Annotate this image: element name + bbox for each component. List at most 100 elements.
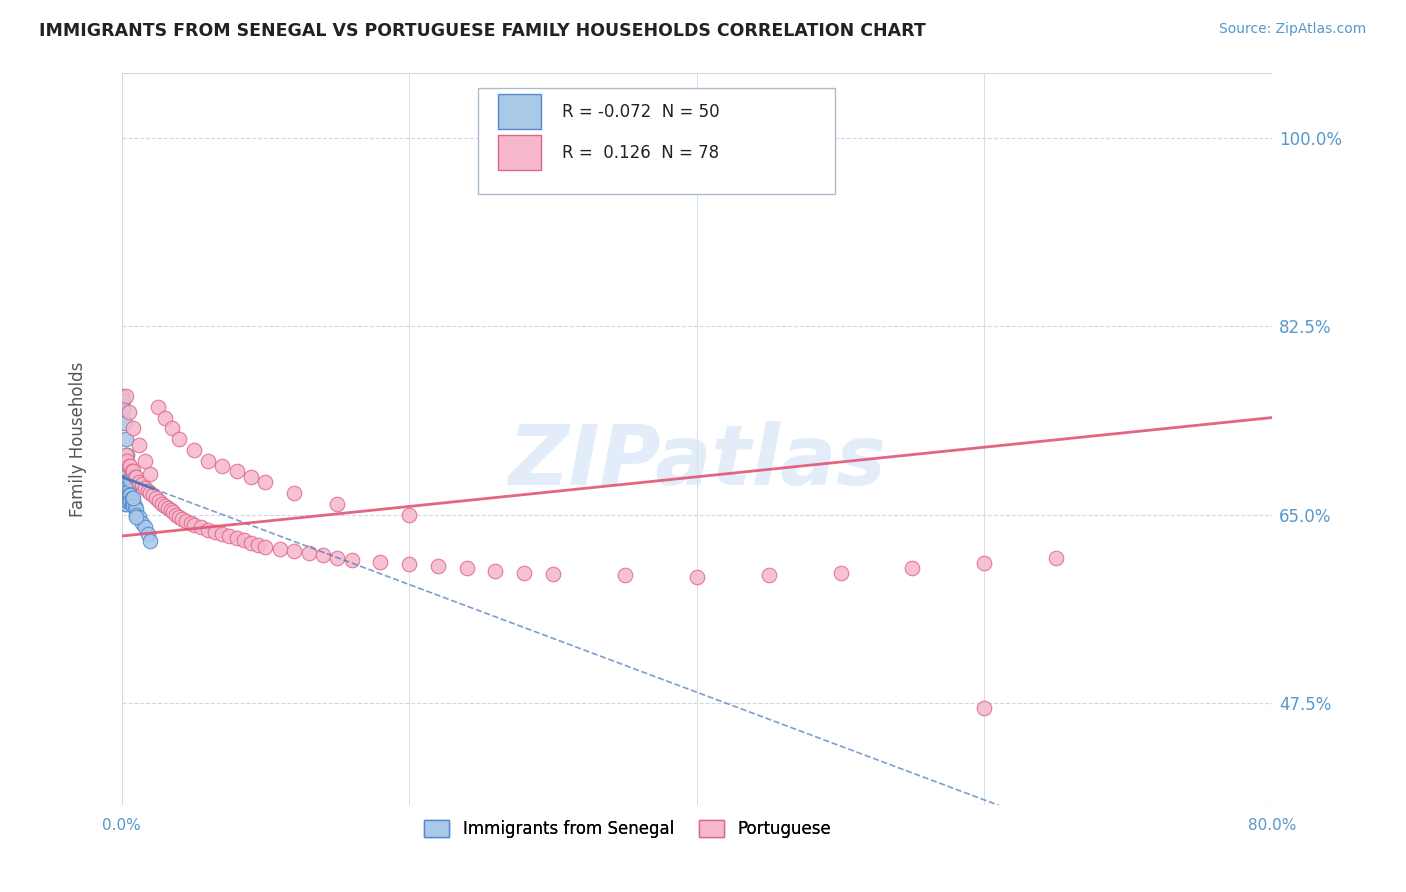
Point (139, 486, 162, 500)
Point (115, 497, 138, 511)
Point (114, 470, 136, 484)
Point (150, 497, 173, 511)
Point (176, 514, 198, 528)
Text: 0.0%: 0.0% (103, 818, 141, 833)
Point (121, 491, 143, 506)
Point (121, 465, 143, 479)
FancyBboxPatch shape (498, 95, 541, 129)
Point (114, 481, 136, 495)
Point (146, 400, 169, 414)
Point (134, 453, 156, 467)
Point (131, 477, 153, 491)
Point (426, 559, 449, 574)
Point (125, 509, 148, 524)
Point (312, 549, 335, 563)
Point (973, 701, 995, 715)
Point (456, 561, 478, 575)
Text: Family Households: Family Households (69, 361, 87, 516)
Point (136, 483, 159, 498)
Point (167, 509, 190, 524)
Text: 80.0%: 80.0% (1247, 818, 1296, 833)
Point (240, 535, 263, 549)
Point (370, 555, 392, 569)
Point (112, 394, 135, 409)
Point (398, 557, 420, 571)
Legend: Immigrants from Senegal, Portuguese: Immigrants from Senegal, Portuguese (418, 813, 838, 845)
Point (125, 508, 148, 522)
Point (115, 432, 138, 446)
Point (139, 467, 162, 481)
Point (121, 497, 143, 511)
Point (1045, 550, 1067, 565)
Point (125, 470, 148, 484)
Point (197, 523, 219, 537)
Point (112, 475, 135, 490)
Point (686, 570, 709, 584)
Text: Source: ZipAtlas.com: Source: ZipAtlas.com (1219, 22, 1367, 37)
Point (139, 534, 162, 549)
Point (125, 502, 148, 516)
Point (541, 566, 564, 581)
Point (170, 512, 193, 526)
Point (112, 470, 135, 484)
Point (117, 483, 139, 498)
Point (117, 448, 139, 462)
Text: R =  0.126  N = 78: R = 0.126 N = 78 (562, 144, 720, 161)
Point (112, 465, 135, 479)
Point (513, 566, 536, 580)
Point (247, 538, 270, 552)
Point (225, 531, 247, 545)
Point (122, 494, 145, 508)
Point (613, 567, 636, 582)
Point (901, 561, 924, 575)
Point (160, 421, 183, 435)
FancyBboxPatch shape (478, 87, 835, 194)
Point (114, 491, 136, 506)
Point (973, 556, 995, 570)
Point (269, 541, 291, 556)
Point (120, 488, 142, 502)
Point (118, 458, 141, 473)
Point (115, 486, 138, 500)
Point (131, 516, 153, 530)
Point (165, 508, 187, 522)
Point (204, 524, 226, 539)
Point (114, 497, 136, 511)
Point (117, 488, 139, 502)
Point (120, 473, 142, 487)
Point (398, 508, 420, 522)
Point (211, 527, 233, 541)
Point (326, 550, 349, 565)
Point (114, 453, 136, 467)
Point (114, 486, 136, 500)
Point (112, 481, 135, 495)
Point (112, 401, 135, 416)
Point (120, 458, 142, 473)
Point (830, 566, 852, 580)
Text: R = -0.072  N = 50: R = -0.072 N = 50 (562, 103, 720, 120)
Point (183, 442, 205, 457)
Point (124, 470, 146, 484)
Point (758, 567, 780, 582)
Point (180, 516, 202, 530)
Point (118, 405, 141, 419)
Point (240, 470, 263, 484)
Point (167, 432, 190, 446)
Point (118, 458, 141, 473)
Point (115, 481, 138, 495)
Text: IMMIGRANTS FROM SENEGAL VS PORTUGUESE FAMILY HOUSEHOLDS CORRELATION CHART: IMMIGRANTS FROM SENEGAL VS PORTUGUESE FA… (39, 22, 927, 40)
Point (484, 564, 506, 578)
Point (254, 540, 277, 554)
Point (162, 505, 184, 519)
Point (159, 503, 181, 517)
Point (118, 488, 141, 502)
Point (112, 486, 135, 500)
Point (145, 491, 167, 506)
Point (117, 481, 139, 495)
Point (136, 527, 159, 541)
Point (111, 389, 134, 403)
Point (111, 491, 134, 506)
Point (122, 499, 145, 513)
Point (114, 416, 136, 430)
Point (117, 453, 139, 467)
